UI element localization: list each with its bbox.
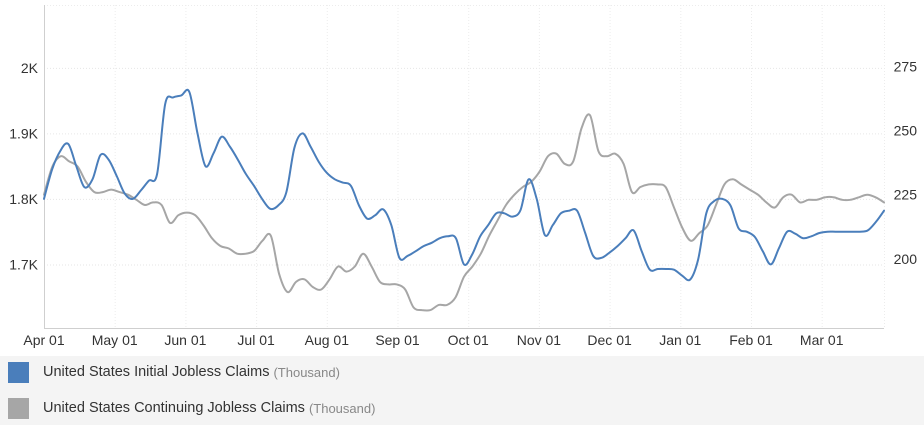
y-right-tick-label: 225 (894, 187, 918, 203)
x-tick-label: Mar 01 (800, 332, 844, 348)
gridlines (44, 5, 885, 328)
series-lines (43, 88, 885, 312)
legend-swatch-initial-claims (8, 361, 29, 383)
legend-unit-continuing-claims: (Thousand) (308, 400, 376, 416)
series-line-initial-claims[interactable] (43, 88, 885, 282)
legend-item-initial-claims[interactable]: United States Initial Jobless Claims (Th… (8, 361, 340, 383)
tick-labels: Apr 01 May 01 Jun 01 Jul 01 Aug 01 Sep 01 Oct … (9, 59, 917, 348)
x-tick-label: Aug 01 (305, 332, 350, 348)
y-right-tick-label: 275 (894, 59, 918, 75)
chart-area: Apr 01 May 01 Jun 01 Jul 01 Aug 01 Sep 01 Oct … (9, 5, 917, 348)
x-tick-label: Jan 01 (659, 332, 701, 348)
series-line-continuing-claims[interactable] (43, 113, 885, 312)
x-tick-label: Feb 01 (729, 332, 773, 348)
axes (44, 5, 884, 329)
x-tick-label: Apr 01 (23, 332, 64, 348)
y-right-tick-label: 200 (894, 251, 918, 267)
legend-unit-initial-claims: (Thousand) (273, 364, 340, 380)
legend: United States Initial Jobless Claims (Th… (0, 356, 924, 425)
x-tick-label: Jul 01 (237, 332, 275, 348)
x-tick-label: May 01 (92, 332, 138, 348)
legend-item-continuing-claims[interactable]: United States Continuing Jobless Claims … (8, 397, 375, 419)
y-left-tick-label: 2K (21, 60, 39, 76)
y-left-tick-label: 1.7K (9, 256, 38, 272)
legend-label-continuing-claims: United States Continuing Jobless Claims (43, 400, 305, 416)
y-left-tick-label: 1.8K (9, 191, 38, 207)
x-tick-label: Nov 01 (517, 332, 562, 348)
x-tick-label: Oct 01 (448, 332, 489, 348)
y-left-tick-label: 1.9K (9, 125, 38, 141)
legend-label-initial-claims: United States Initial Jobless Claims (43, 364, 270, 380)
line-chart: Apr 01 May 01 Jun 01 Jul 01 Aug 01 Sep 01 Oct … (9, 5, 917, 348)
legend-swatch-continuing-claims (8, 397, 29, 419)
x-tick-label: Dec 01 (587, 332, 632, 348)
x-tick-label: Jun 01 (164, 332, 206, 348)
y-right-tick-label: 250 (894, 123, 918, 139)
x-tick-label: Sep 01 (375, 332, 420, 348)
